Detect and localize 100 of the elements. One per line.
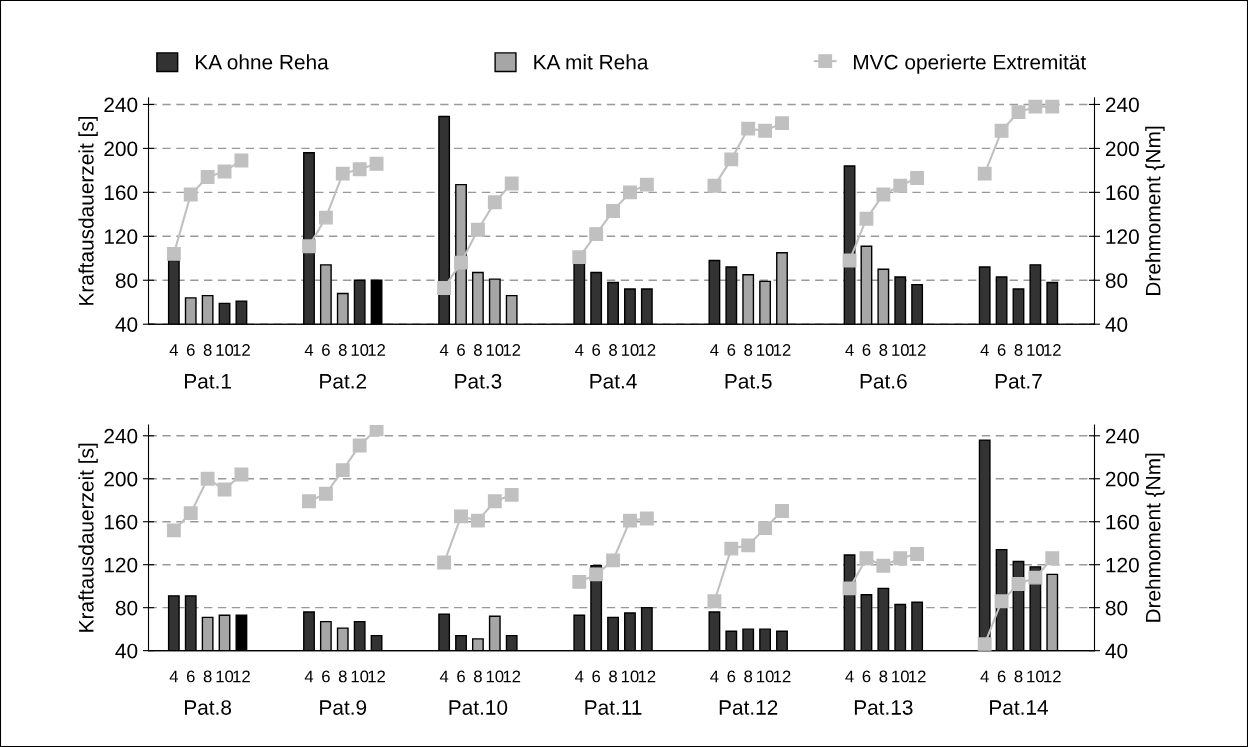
- point: [183, 187, 198, 202]
- y2-tick-label: 120: [1106, 557, 1139, 573]
- text: Pat.9: [320, 700, 367, 715]
- y-tick-label: 80: [115, 600, 138, 616]
- x-tick-label: 6: [862, 344, 871, 356]
- x-tick-label: 12: [368, 344, 385, 356]
- point: [639, 511, 654, 526]
- x-tick-label: 6: [457, 344, 465, 356]
- y-tick-label: 160: [104, 185, 138, 201]
- point: [1045, 551, 1060, 566]
- x-tick-label: 12: [1044, 344, 1061, 356]
- x-tick-label: 8: [474, 344, 482, 356]
- x-tick-label: 6: [592, 670, 601, 683]
- y2-tick-label: 40: [1105, 643, 1128, 659]
- x-tick-label: 4: [169, 344, 178, 356]
- y2-tick-label: 160: [1106, 514, 1139, 530]
- y-tick-label: 240: [104, 428, 138, 444]
- x-tick-label: 10: [621, 344, 639, 356]
- point: [1045, 99, 1060, 114]
- point: [994, 594, 1009, 609]
- point: [302, 239, 316, 254]
- y2-tick-label: 200: [1105, 471, 1139, 487]
- y-tick-label: 240: [104, 97, 138, 113]
- y2-tick-label: 160: [1106, 185, 1139, 201]
- text: Pat.8: [185, 700, 232, 715]
- text: Pat.11: [585, 700, 642, 715]
- y-tick-label: 40: [115, 317, 138, 332]
- point: [724, 152, 739, 167]
- x-tick-label: 6: [186, 670, 195, 683]
- point: [470, 222, 485, 237]
- point: [758, 521, 773, 536]
- point: [623, 513, 637, 528]
- text: Pat.6: [860, 373, 907, 389]
- x-tick-label: 8: [203, 344, 212, 356]
- point: [234, 467, 249, 482]
- y-tick-label: 120: [104, 557, 138, 573]
- y2-tick-label: 80: [1105, 600, 1128, 616]
- point: [859, 551, 874, 566]
- point: [318, 210, 333, 225]
- x-tick-label: 8: [609, 670, 617, 683]
- x-tick-label: 10: [757, 670, 774, 683]
- y-tick-label: 160: [104, 514, 138, 530]
- x-tick-label: 12: [773, 344, 791, 356]
- x-tick-label: 6: [457, 670, 465, 683]
- point: [589, 567, 604, 582]
- y-tick-label: 80: [115, 273, 138, 288]
- point: [1028, 570, 1043, 585]
- point: [487, 195, 502, 210]
- y2-axis-title: Drehmoment {Nm]: [1145, 453, 1165, 622]
- point: [200, 170, 215, 184]
- point: [606, 204, 621, 218]
- x-tick-label: 10: [486, 670, 504, 683]
- x-tick-label: 10: [892, 344, 909, 356]
- point: [606, 553, 621, 568]
- x-tick-label: 8: [474, 670, 482, 683]
- x-tick-label: 12: [368, 670, 385, 683]
- text: Pat.3: [455, 373, 502, 389]
- point: [977, 637, 992, 651]
- point: [183, 506, 198, 521]
- point: [437, 555, 452, 570]
- point: [1011, 105, 1026, 120]
- text: Pat.12: [719, 700, 778, 715]
- x-tick-label: 4: [304, 670, 314, 683]
- x-tick-label: 8: [338, 670, 347, 683]
- y-tick-label: 200: [104, 471, 138, 487]
- y2-tick-label: 80: [1105, 273, 1128, 288]
- point: [842, 581, 857, 596]
- x-tick-label: 6: [322, 344, 330, 356]
- point: [707, 594, 722, 609]
- y2-tick-label: 40: [1105, 317, 1128, 332]
- legend-label: MVC operierte Extremität: [854, 54, 1087, 74]
- point: [724, 541, 739, 556]
- x-tick-label: 8: [879, 344, 888, 356]
- x-tick-label: 6: [862, 670, 871, 683]
- point: [639, 177, 654, 192]
- x-tick-label: 12: [503, 670, 521, 683]
- x-tick-label: 4: [439, 670, 449, 683]
- text: Pat.1: [185, 374, 231, 389]
- x-tick-label: 8: [744, 344, 753, 356]
- x-tick-label: 8: [879, 670, 888, 683]
- point: [200, 471, 215, 486]
- y-axis-title: Kraftausdauerzeit [s]: [78, 443, 98, 632]
- x-tick-label: 10: [216, 670, 234, 683]
- point: [910, 171, 925, 186]
- x-tick-label: 8: [338, 344, 347, 356]
- y2-tick-label: 120: [1106, 229, 1139, 245]
- y2-axis-title: Drehmoment {Nm]: [1145, 126, 1165, 295]
- point: [234, 153, 249, 168]
- x-tick-label: 12: [638, 670, 656, 683]
- legend-label: KA mit Reha: [534, 54, 649, 70]
- text: Pat.5: [725, 374, 772, 389]
- x-tick-label: 10: [486, 344, 504, 356]
- point: [775, 116, 789, 131]
- point: [437, 280, 452, 295]
- x-tick-label: 4: [980, 344, 989, 356]
- x-tick-label: 4: [845, 670, 854, 683]
- text: Pat.14: [990, 700, 1048, 715]
- point: [454, 255, 468, 270]
- x-tick-label: 12: [773, 670, 791, 683]
- point: [910, 547, 925, 561]
